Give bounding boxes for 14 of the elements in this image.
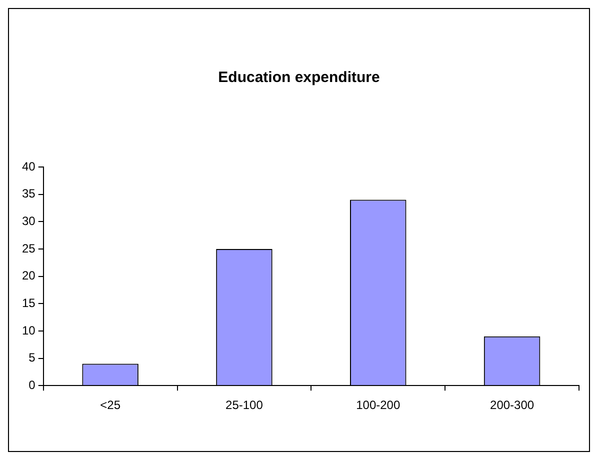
x-tick-label: 200-300: [490, 398, 534, 412]
y-tick-label: 0: [28, 378, 36, 392]
x-tick-label: <25: [100, 398, 121, 412]
y-tick-label: 25: [22, 241, 36, 256]
x-tick-label: 100-200: [356, 398, 400, 412]
y-tick-label: 35: [22, 186, 36, 201]
y-tick-label: 5: [28, 350, 36, 365]
y-tick-label: 20: [22, 268, 36, 283]
y-tick-label: 40: [22, 159, 36, 174]
x-tick-label: 25-100: [226, 398, 264, 412]
chart-title: Education expenditure: [218, 69, 380, 86]
y-tick-label: 30: [22, 214, 36, 228]
y-tick-label: 10: [22, 323, 36, 338]
y-tick-label: 15: [22, 296, 36, 310]
